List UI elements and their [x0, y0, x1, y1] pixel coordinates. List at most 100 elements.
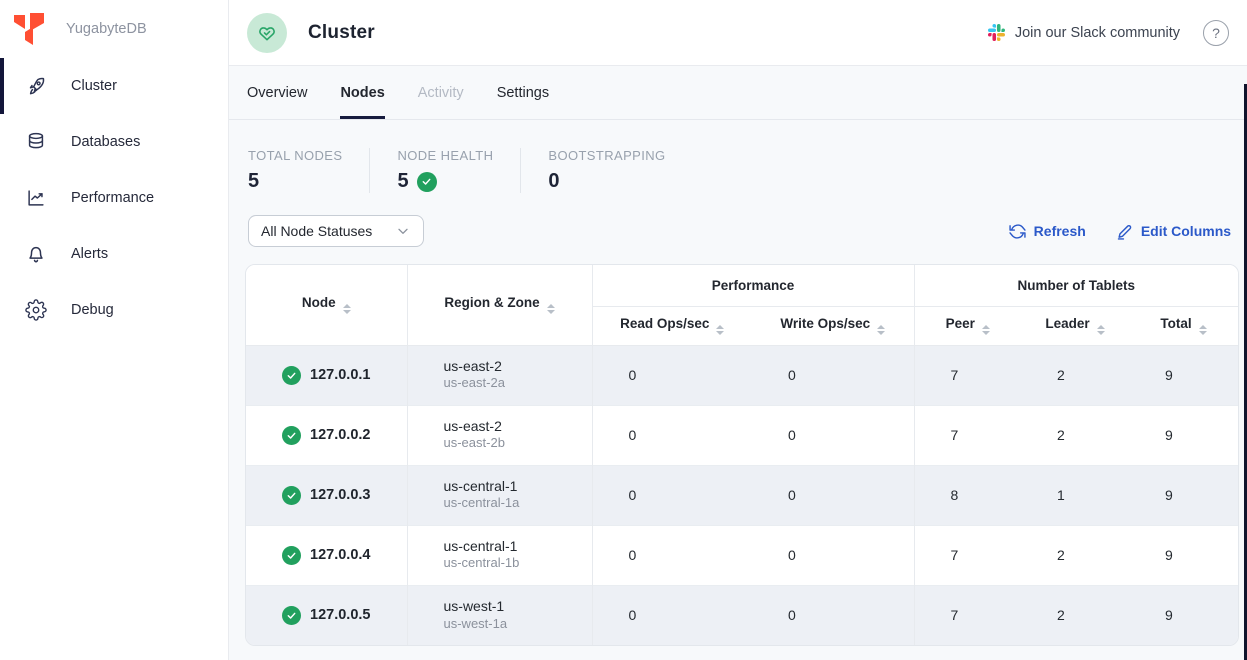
sidebar-item-label: Alerts — [71, 246, 109, 262]
help-button[interactable]: ? — [1203, 19, 1230, 46]
table-row[interactable]: 127.0.0.5 us-west-1 us-west-1a 0 0 7 2 9 — [246, 584, 1239, 645]
yugabytedb-logo-icon — [10, 10, 48, 48]
write-ops-value: 0 — [752, 524, 915, 585]
tab-overview[interactable]: Overview — [247, 85, 308, 101]
node-region: us-central-1 — [443, 477, 518, 494]
node-zone: us-east-2b — [443, 435, 505, 451]
sort-icon — [546, 304, 555, 315]
sidebar-item-label: Debug — [71, 302, 114, 318]
sort-icon — [342, 304, 351, 315]
write-ops-value: 0 — [752, 344, 915, 405]
edit-pencil-icon — [1116, 223, 1133, 240]
stat-total-nodes: TOTAL NODES 5 — [248, 148, 371, 193]
column-header-read-ops[interactable]: Read Ops/sec — [591, 306, 752, 346]
node-address: 127.0.0.2 — [310, 427, 371, 443]
node-address: 127.0.0.5 — [310, 607, 371, 624]
table-controls: All Node Statuses Refresh — [248, 215, 1231, 247]
sidebar-item-label: Performance — [71, 190, 155, 206]
peer-tablets-value: 8 — [913, 464, 1022, 525]
stat-label: BOOTSTRAPPING — [548, 148, 666, 163]
column-header-peer[interactable]: Peer — [913, 306, 1022, 346]
stat-label: NODE HEALTH — [397, 148, 494, 163]
column-header-region-zone[interactable]: Region & Zone — [406, 265, 592, 346]
write-ops-value: 0 — [752, 404, 915, 465]
read-ops-value: 0 — [591, 524, 752, 585]
total-tablets-value: 9 — [1129, 524, 1239, 585]
column-header-node[interactable]: Node — [246, 265, 407, 346]
brand[interactable]: YugabyteDB — [0, 0, 228, 58]
column-header-write-ops[interactable]: Write Ops/sec — [752, 306, 915, 346]
edit-columns-button[interactable]: Edit Columns — [1116, 223, 1231, 240]
node-status-filter-value: All Node Statuses — [261, 223, 373, 239]
leader-tablets-value: 2 — [1021, 404, 1130, 465]
table-row[interactable]: 127.0.0.1 us-east-2 us-east-2a 0 0 7 2 9 — [246, 344, 1239, 405]
leader-tablets-value: 2 — [1021, 524, 1130, 585]
tab-settings[interactable]: Settings — [496, 85, 550, 101]
table-row[interactable]: 127.0.0.2 us-east-2 us-east-2b 0 0 7 2 9 — [246, 404, 1239, 465]
node-status-filter[interactable]: All Node Statuses — [248, 215, 424, 247]
topbar-actions: Join our Slack community ? — [987, 19, 1230, 46]
gear-icon — [24, 299, 47, 322]
total-tablets-value: 9 — [1129, 584, 1239, 645]
nodes-table: Node Region & Zone Performance Number of… — [246, 265, 1239, 645]
read-ops-value: 0 — [591, 464, 752, 525]
tab-nodes[interactable]: Nodes — [340, 66, 385, 119]
leader-tablets-value: 1 — [1021, 464, 1130, 525]
stat-value-number: 5 — [397, 170, 409, 192]
node-zone: us-central-1b — [443, 555, 520, 571]
chart-icon — [24, 187, 47, 210]
node-address: 127.0.0.3 — [310, 487, 371, 503]
peer-tablets-value: 7 — [913, 344, 1022, 405]
sort-icon — [1096, 325, 1105, 335]
group-header-performance: Performance — [591, 265, 915, 307]
sidebar-item-label: Cluster — [71, 78, 117, 94]
node-address: 127.0.0.1 — [310, 367, 371, 383]
total-tablets-value: 9 — [1129, 464, 1239, 525]
read-ops-value: 0 — [591, 344, 752, 405]
sidebar-item-debug[interactable]: Debug — [0, 282, 228, 338]
node-healthy-icon — [282, 605, 301, 625]
column-header-leader[interactable]: Leader — [1021, 306, 1130, 346]
refresh-icon — [1009, 223, 1026, 240]
sidebar-item-databases[interactable]: Databases — [0, 114, 228, 170]
slack-link-label: Join our Slack community — [1014, 24, 1181, 41]
sidebar-item-performance[interactable]: Performance — [0, 170, 228, 226]
table-row[interactable]: 127.0.0.3 us-central-1 us-central-1a 0 0 … — [246, 464, 1239, 525]
sidebar-item-alerts[interactable]: Alerts — [0, 226, 228, 282]
node-zone: us-west-1a — [443, 615, 508, 631]
stat-value: 5 — [248, 170, 260, 192]
node-region: us-central-1 — [443, 537, 518, 554]
column-header-total[interactable]: Total — [1129, 306, 1239, 346]
sort-icon — [716, 325, 725, 335]
rocket-icon — [24, 75, 47, 98]
stat-value: 0 — [548, 170, 560, 192]
sidebar-item-label: Databases — [71, 134, 141, 150]
total-tablets-value: 9 — [1129, 344, 1239, 405]
table-row[interactable]: 127.0.0.4 us-central-1 us-central-1b 0 0 … — [246, 524, 1239, 585]
scrollbar[interactable] — [1244, 84, 1247, 660]
node-zone: us-central-1a — [443, 495, 520, 511]
sort-icon — [981, 325, 990, 335]
tab-activity[interactable]: Activity — [417, 85, 464, 101]
stat-node-health: NODE HEALTH 5 — [397, 148, 522, 193]
read-ops-value: 0 — [591, 404, 752, 465]
sort-icon — [1198, 325, 1207, 335]
sidebar: YugabyteDB Cluster — [0, 0, 229, 660]
chevron-down-icon — [395, 223, 411, 239]
main-content: Cluster Join our Slack community ? — [229, 0, 1247, 660]
tabbar: Overview Nodes Activity Settings — [229, 66, 1247, 120]
sidebar-nav: Cluster Databases — [0, 58, 228, 338]
sort-icon — [877, 325, 886, 335]
nodes-table-card: Node Region & Zone Performance Number of… — [245, 264, 1240, 646]
peer-tablets-value: 7 — [913, 584, 1022, 645]
node-region: us-west-1 — [443, 598, 505, 615]
slack-community-link[interactable]: Join our Slack community — [987, 24, 1181, 41]
peer-tablets-value: 7 — [913, 524, 1022, 585]
refresh-button[interactable]: Refresh — [1009, 223, 1086, 240]
leader-tablets-value: 2 — [1021, 584, 1130, 645]
edit-columns-label: Edit Columns — [1140, 223, 1232, 239]
total-tablets-value: 9 — [1129, 404, 1239, 465]
stat-bootstrapping: BOOTSTRAPPING 0 — [548, 148, 692, 193]
sidebar-item-cluster[interactable]: Cluster — [0, 58, 228, 114]
